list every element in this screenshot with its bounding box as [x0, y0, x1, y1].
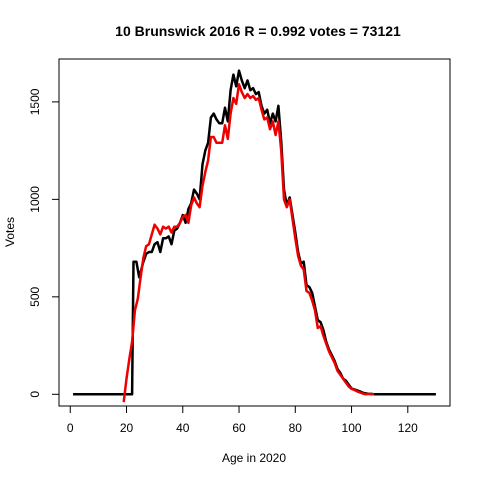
y-axis-label: Votes [3, 217, 17, 247]
series-line-2 [122, 83, 375, 403]
x-tick-label: 100 [342, 421, 362, 435]
chart-title: 10 Brunswick 2016 R = 0.992 votes = 7312… [115, 23, 401, 39]
x-tick-label: 80 [289, 421, 303, 435]
plot-area [73, 69, 436, 403]
y-tick-label: 500 [28, 286, 42, 306]
y-tick-label: 0 [28, 391, 42, 398]
y-tick-label: 1000 [28, 186, 42, 213]
x-tick-label: 120 [398, 421, 418, 435]
x-tick-label: 0 [67, 421, 74, 435]
y-tick-label: 1500 [28, 88, 42, 115]
x-axis: 0 20 40 60 80 100 120 [67, 405, 418, 435]
x-tick-label: 60 [232, 421, 246, 435]
x-axis-label: Age in 2020 [222, 451, 286, 465]
x-tick-label: 20 [120, 421, 134, 435]
x-tick-label: 40 [176, 421, 190, 435]
y-axis: 0 500 1000 1500 [28, 88, 60, 398]
